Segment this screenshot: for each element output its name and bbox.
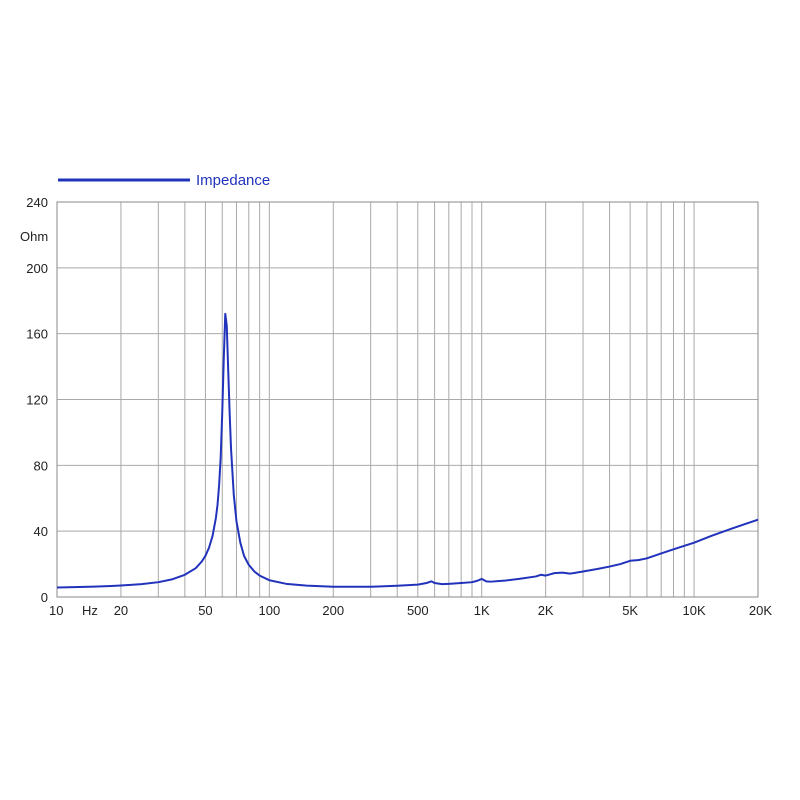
x-axis-ticks: 10 20 50 100 200 500 1K 2K 5K 10K 20K (49, 603, 772, 618)
y-tick-label: 200 (26, 261, 48, 276)
x-tick-label: 100 (259, 603, 281, 618)
legend: Impedance (58, 172, 270, 189)
x-tick-label: 500 (407, 603, 429, 618)
x-tick-label: 50 (198, 603, 212, 618)
x-tick-label: 10 (49, 603, 63, 618)
y-tick-label: 40 (34, 524, 48, 539)
legend-label-impedance: Impedance (196, 172, 270, 189)
y-tick-label: 0 (41, 590, 48, 605)
x-axis-label: Hz (82, 603, 98, 618)
y-tick-label: 80 (34, 458, 48, 473)
y-axis-label: Ohm (20, 229, 48, 244)
x-tick-label: 10K (683, 603, 706, 618)
x-tick-label: 20 (114, 603, 128, 618)
series-line-impedance (56, 312, 759, 589)
y-axis-ticks: 0 40 80 120 160 200 240 (26, 195, 48, 605)
x-tick-label: 2K (538, 603, 554, 618)
grid (56, 201, 759, 598)
x-tick-label: 200 (322, 603, 344, 618)
x-tick-label: 1K (474, 603, 490, 618)
x-tick-label: 5K (622, 603, 638, 618)
x-tick-label: 20K (749, 603, 772, 618)
y-tick-label: 160 (26, 327, 48, 342)
y-tick-label: 240 (26, 195, 48, 210)
plot-frame (56, 201, 759, 598)
y-tick-label: 120 (26, 393, 48, 408)
